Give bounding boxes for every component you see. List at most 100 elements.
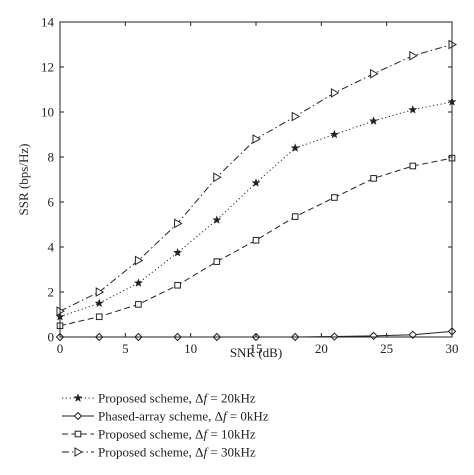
legend-label-0-part-3: = 20kHz	[207, 391, 256, 406]
legend-label-0-part-2: f	[204, 391, 210, 406]
series-3-point-3	[174, 218, 183, 229]
legend-entry-1: Phased-array scheme, Δf = 0kHz	[62, 409, 269, 424]
series-2-point-6-shape	[291, 213, 299, 220]
legend-marker-0-shape	[73, 393, 83, 402]
legend-label-3-part-1: Δ	[195, 445, 203, 460]
series-0-point-4	[212, 215, 222, 224]
series-3-point-9-shape	[409, 50, 418, 61]
series-2-point-3	[174, 281, 181, 289]
series-0-point-5-shape	[251, 178, 261, 187]
legend-marker-1	[73, 411, 83, 421]
series-3-point-5	[252, 134, 262, 144]
series-0-point-7-shape	[329, 129, 339, 139]
series-2-point-1	[95, 313, 103, 321]
series-1-point-8	[369, 331, 378, 341]
series-2-point-1-shape	[95, 313, 103, 321]
series-3-point-1-shape	[95, 287, 105, 297]
y-tick-label-5: 10	[41, 105, 54, 120]
series-0-point-2-shape	[133, 278, 143, 287]
legend-label-1-part-0: Phased-array scheme,	[98, 409, 215, 424]
series-3	[56, 39, 458, 316]
series-3-point-1	[95, 287, 105, 297]
series-0-point-2	[133, 278, 143, 287]
series-0-point-3	[173, 247, 183, 257]
series-2-point-7	[331, 194, 338, 201]
series-0-point-5	[251, 178, 261, 187]
series-2-point-5-shape	[252, 236, 260, 244]
series-2-point-8	[370, 175, 377, 182]
legend-label-1-part-3: = 0kHz	[227, 409, 269, 424]
series-0-point-4-shape	[212, 215, 222, 224]
series-1	[55, 327, 457, 342]
series-3-point-9	[409, 50, 418, 61]
series-3-line	[59, 44, 453, 312]
series-3-point-7-shape	[330, 88, 340, 98]
series-2-point-4	[213, 258, 221, 265]
series-3-point-6	[291, 111, 301, 122]
y-tick-label-3: 6	[48, 195, 55, 210]
series-2-point-5	[252, 236, 260, 244]
series-2-point-2	[135, 301, 142, 308]
y-axis-label: SSR (bps/Hz)	[16, 144, 31, 216]
legend: Proposed scheme, Δf = 20kHz Phased-array …	[62, 391, 269, 460]
series-0-point-8-shape	[369, 116, 379, 125]
legend-label-2: Proposed scheme, Δf = 10kHz	[98, 427, 256, 442]
x-axis-label: SNR (dB)	[230, 345, 282, 360]
series-2-point-4-shape	[213, 258, 221, 265]
series-3-point-7	[330, 88, 340, 98]
y-tick-label-0: 0	[48, 330, 55, 345]
y-tick-label-4: 8	[48, 150, 55, 165]
series-3-point-8	[370, 68, 379, 79]
legend-marker-3	[74, 447, 84, 457]
series-3-point-4-shape	[213, 172, 222, 183]
series-2-point-3-shape	[174, 281, 181, 289]
legend-label-3-part-2: f	[204, 445, 210, 460]
x-tick-label-5: 25	[380, 341, 393, 356]
series-2-point-8-shape	[370, 175, 377, 182]
series-0-point-7	[329, 129, 339, 139]
x-tick-label-4: 20	[315, 341, 328, 356]
legend-marker-2-shape	[74, 430, 82, 438]
legend-label-3-part-0: Proposed scheme,	[98, 445, 195, 460]
series-2-line	[59, 157, 453, 327]
x-tick-label-6: 30	[446, 341, 459, 356]
series-0-line	[59, 101, 453, 318]
series-3-point-8-shape	[370, 68, 379, 79]
x-tick-label-3: 15	[250, 341, 263, 356]
y-tick-label-7: 14	[41, 15, 55, 30]
series-0	[55, 97, 457, 321]
y-tick-label-2: 4	[48, 240, 55, 255]
legend-label-1: Phased-array scheme, Δf = 0kHz	[98, 409, 269, 424]
legend-marker-2	[74, 430, 82, 438]
series-0-point-1	[94, 298, 104, 308]
axes: 0 5 10 15 20 25 30 0 2 4 6 8 10 12 14 SNR (dB) SSR (bps/…	[16, 15, 459, 361]
x-tick-label-2: 10	[184, 341, 197, 356]
legend-entry-3: Proposed scheme, Δf = 30kHz	[62, 445, 256, 460]
legend-label-3-part-3: = 30kHz	[207, 445, 256, 460]
series-3-point-4	[213, 172, 222, 183]
x-tick-label-0: 0	[57, 341, 64, 356]
legend-marker-1-shape	[73, 411, 83, 421]
legend-label-1-part-2: f	[223, 409, 229, 424]
legend-label-0-part-1: Δ	[195, 391, 203, 406]
legend-entry-0: Proposed scheme, Δf = 20kHz	[62, 391, 256, 406]
series-2-point-9-shape	[409, 162, 417, 170]
series-3-point-5-shape	[252, 134, 262, 144]
series-0-point-6	[290, 143, 300, 152]
series-2-point-2-shape	[135, 301, 142, 308]
series-3-point-2	[134, 255, 144, 266]
series-0-point-9-shape	[408, 105, 418, 114]
legend-marker-3-shape	[74, 447, 84, 457]
y-tick-label-6: 12	[41, 60, 54, 75]
legend-label-3: Proposed scheme, Δf = 30kHz	[98, 445, 256, 460]
series-0-point-6-shape	[290, 143, 300, 152]
series-0-point-3-shape	[173, 247, 183, 257]
y-tick-label-1: 2	[48, 285, 55, 300]
legend-label-2-part-3: = 10kHz	[207, 427, 256, 442]
legend-label-2-part-0: Proposed scheme,	[98, 427, 195, 442]
legend-label-0: Proposed scheme, Δf = 20kHz	[98, 391, 256, 406]
series-2-point-7-shape	[331, 194, 338, 201]
legend-label-2-part-2: f	[204, 427, 210, 442]
x-tick-label-1: 5	[122, 341, 129, 356]
series-2-point-9	[409, 162, 417, 170]
